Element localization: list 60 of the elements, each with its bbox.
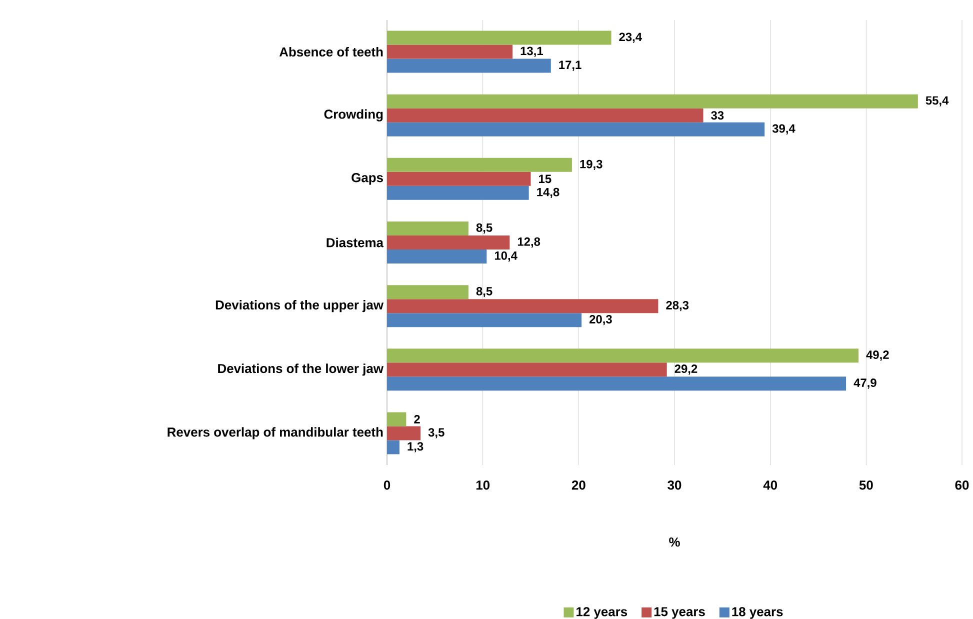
bar (387, 412, 406, 426)
data-label: 15 (539, 174, 552, 184)
bar (387, 299, 658, 314)
bar (387, 94, 918, 108)
bar (387, 108, 704, 122)
legend-label: 15 years (654, 607, 705, 619)
bar (387, 285, 468, 300)
y-tick-label: Crowding (324, 109, 383, 122)
x-tick-label: 10 (476, 480, 490, 490)
data-label: 33 (711, 111, 724, 120)
data-label: 1,3 (408, 442, 424, 452)
data-label: 10,4 (494, 251, 518, 262)
y-tick-label: Revers overlap of mandibular teeth (168, 427, 383, 440)
bar (387, 186, 529, 200)
bar (387, 30, 612, 45)
data-label: 13,1 (520, 46, 543, 57)
bar (387, 58, 551, 73)
x-tick-label: 0 (384, 480, 390, 490)
y-tick-label: Absence of teeth (279, 47, 383, 57)
bar (387, 348, 859, 363)
y-tick-label: Deviations of the lower jaw (218, 364, 384, 376)
x-tick-label: 60 (955, 480, 969, 490)
data-label: 17,1 (559, 60, 582, 71)
x-tick-label: 30 (668, 480, 682, 490)
data-label: 47,9 (854, 378, 876, 389)
bar (387, 426, 421, 440)
x-axis-title: % (669, 537, 680, 547)
data-label: 29,2 (674, 364, 698, 375)
x-tick-label: 40 (763, 480, 778, 490)
bar (387, 440, 400, 454)
data-label: 55,4 (926, 96, 949, 106)
bar (387, 236, 510, 250)
data-label: 20,3 (589, 314, 612, 326)
data-label: 14,8 (537, 188, 560, 198)
data-label: 8,5 (476, 286, 492, 298)
bar (387, 222, 468, 236)
data-label: 19,3 (580, 160, 602, 170)
bar (387, 44, 513, 59)
bar (387, 376, 846, 391)
bar (387, 250, 487, 264)
data-label: 49,2 (866, 350, 889, 361)
legend-label: 18 years (732, 607, 783, 619)
x-tick-label: 50 (859, 480, 873, 490)
x-tick-label: 20 (572, 480, 586, 490)
bar (387, 313, 582, 328)
bar (387, 158, 572, 172)
bar (387, 172, 531, 186)
y-tick-label: Diastema (326, 238, 384, 248)
data-label: 23,4 (619, 32, 642, 43)
data-label: 12,8 (518, 237, 540, 248)
y-tick-label: Deviations of the upper jaw (216, 300, 384, 312)
bar (387, 362, 667, 377)
data-label: 8,5 (476, 223, 492, 234)
data-label: 39,4 (772, 124, 796, 134)
legend-label: 12 years (576, 607, 628, 619)
bar (387, 122, 765, 136)
y-tick-label: Gaps (352, 173, 383, 185)
data-label: 2 (414, 415, 420, 424)
data-label: 28,3 (666, 300, 689, 312)
data-label: 3,5 (428, 428, 444, 438)
